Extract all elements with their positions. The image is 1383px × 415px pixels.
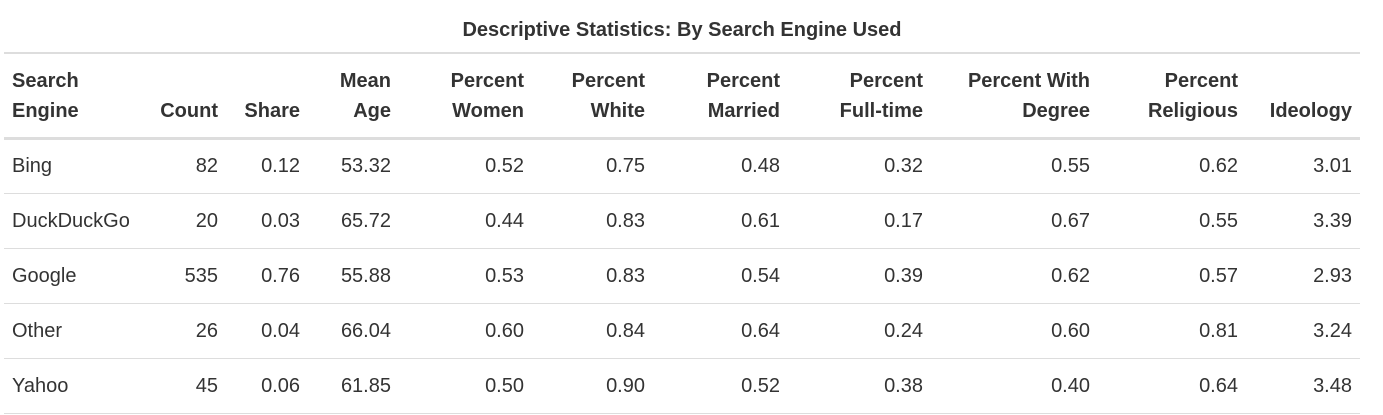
cell-percent-religious: 0.57 [1098,248,1246,304]
cell-percent-full-time: 0.39 [788,248,931,304]
header-line: Full-time [839,100,923,122]
cell-mean-age: 53.32 [308,138,399,194]
cell-count: 26 [140,303,226,359]
cell-count: 45 [140,358,226,414]
cell-percent-women: 0.60 [399,303,532,359]
header-line: Percent With [967,70,1090,92]
cell-mean-age: 61.85 [308,358,399,414]
cell-ideology: 3.39 [1246,193,1360,249]
header-share: Share [226,53,308,139]
header-line: Married [707,100,780,122]
header-row: Search Engine Count Share Mean Age Perce… [4,53,1360,139]
cell-percent-white: 0.83 [532,248,653,304]
cell-search-engine: Google [4,248,140,304]
cell-percent-with-degree: 0.55 [931,138,1098,194]
header-line: Mean [339,70,391,92]
table-caption: Descriptive Statistics: By Search Engine… [462,19,902,41]
cell-ideology: 3.48 [1246,358,1360,414]
cell-ideology: 3.24 [1246,303,1360,359]
header-line: Engine [12,100,79,122]
cell-ideology: 2.93 [1246,248,1360,304]
cell-share: 0.06 [226,358,308,414]
cell-percent-married: 0.48 [653,138,788,194]
cell-percent-white: 0.90 [532,358,653,414]
header-ideology: Ideology [1246,53,1360,139]
cell-percent-religious: 0.62 [1098,138,1246,194]
cell-percent-women: 0.50 [399,358,532,414]
cell-percent-women: 0.53 [399,248,532,304]
header-line: Search [12,70,79,92]
table-row: Other 26 0.04 66.04 0.60 0.84 0.64 0.24 … [4,303,1360,359]
header-search-engine: Search Engine [4,53,140,139]
header-line: Percent [571,70,645,92]
cell-count: 535 [140,248,226,304]
header-percent-married: Percent Married [653,53,788,139]
header-line: Share [244,100,300,122]
cell-percent-full-time: 0.38 [788,358,931,414]
cell-percent-with-degree: 0.40 [931,358,1098,414]
cell-percent-with-degree: 0.62 [931,248,1098,304]
table-row: Google 535 0.76 55.88 0.53 0.83 0.54 0.3… [4,248,1360,304]
cell-percent-full-time: 0.17 [788,193,931,249]
cell-search-engine: Bing [4,138,140,194]
table-body: Bing 82 0.12 53.32 0.52 0.75 0.48 0.32 0… [4,138,1360,414]
header-line: Age [353,100,391,122]
header-percent-full-time: Percent Full-time [788,53,931,139]
cell-percent-married: 0.52 [653,358,788,414]
table-row: Yahoo 45 0.06 61.85 0.50 0.90 0.52 0.38 … [4,358,1360,414]
header-line: Religious [1147,100,1238,122]
cell-percent-white: 0.84 [532,303,653,359]
table-row: DuckDuckGo 20 0.03 65.72 0.44 0.83 0.61 … [4,193,1360,249]
cell-percent-women: 0.44 [399,193,532,249]
cell-share: 0.12 [226,138,308,194]
header-line: Percent [450,70,524,92]
cell-percent-with-degree: 0.60 [931,303,1098,359]
header-line: Degree [1022,100,1090,122]
cell-percent-religious: 0.55 [1098,193,1246,249]
descriptive-statistics-table: Search Engine Count Share Mean Age Perce… [4,52,1360,414]
cell-percent-white: 0.83 [532,193,653,249]
header-mean-age: Mean Age [308,53,399,139]
cell-mean-age: 65.72 [308,193,399,249]
cell-count: 82 [140,138,226,194]
header-percent-women: Percent Women [399,53,532,139]
cell-share: 0.03 [226,193,308,249]
header-line: White [590,100,645,122]
cell-search-engine: Other [4,303,140,359]
cell-percent-full-time: 0.24 [788,303,931,359]
header-percent-white: Percent White [532,53,653,139]
header-percent-religious: Percent Religious [1098,53,1246,139]
table-header: Search Engine Count Share Mean Age Perce… [4,53,1360,139]
cell-percent-white: 0.75 [532,138,653,194]
header-line: Women [452,100,524,122]
header-line: Percent [706,70,780,92]
cell-percent-married: 0.61 [653,193,788,249]
header-line: Ideology [1269,100,1352,122]
table-row: Bing 82 0.12 53.32 0.52 0.75 0.48 0.32 0… [4,138,1360,194]
header-line: Percent [1164,70,1238,92]
cell-percent-women: 0.52 [399,138,532,194]
cell-mean-age: 55.88 [308,248,399,304]
header-percent-with-degree: Percent With Degree [931,53,1098,139]
cell-count: 20 [140,193,226,249]
cell-share: 0.04 [226,303,308,359]
cell-ideology: 3.01 [1246,138,1360,194]
cell-percent-full-time: 0.32 [788,138,931,194]
cell-search-engine: Yahoo [4,358,140,414]
cell-mean-age: 66.04 [308,303,399,359]
cell-percent-with-degree: 0.67 [931,193,1098,249]
cell-percent-religious: 0.81 [1098,303,1246,359]
header-line: Count [160,100,218,122]
cell-share: 0.76 [226,248,308,304]
header-count: Count [140,53,226,139]
cell-percent-married: 0.64 [653,303,788,359]
cell-percent-married: 0.54 [653,248,788,304]
cell-search-engine: DuckDuckGo [4,193,140,249]
header-line: Percent [849,70,923,92]
cell-percent-religious: 0.64 [1098,358,1246,414]
